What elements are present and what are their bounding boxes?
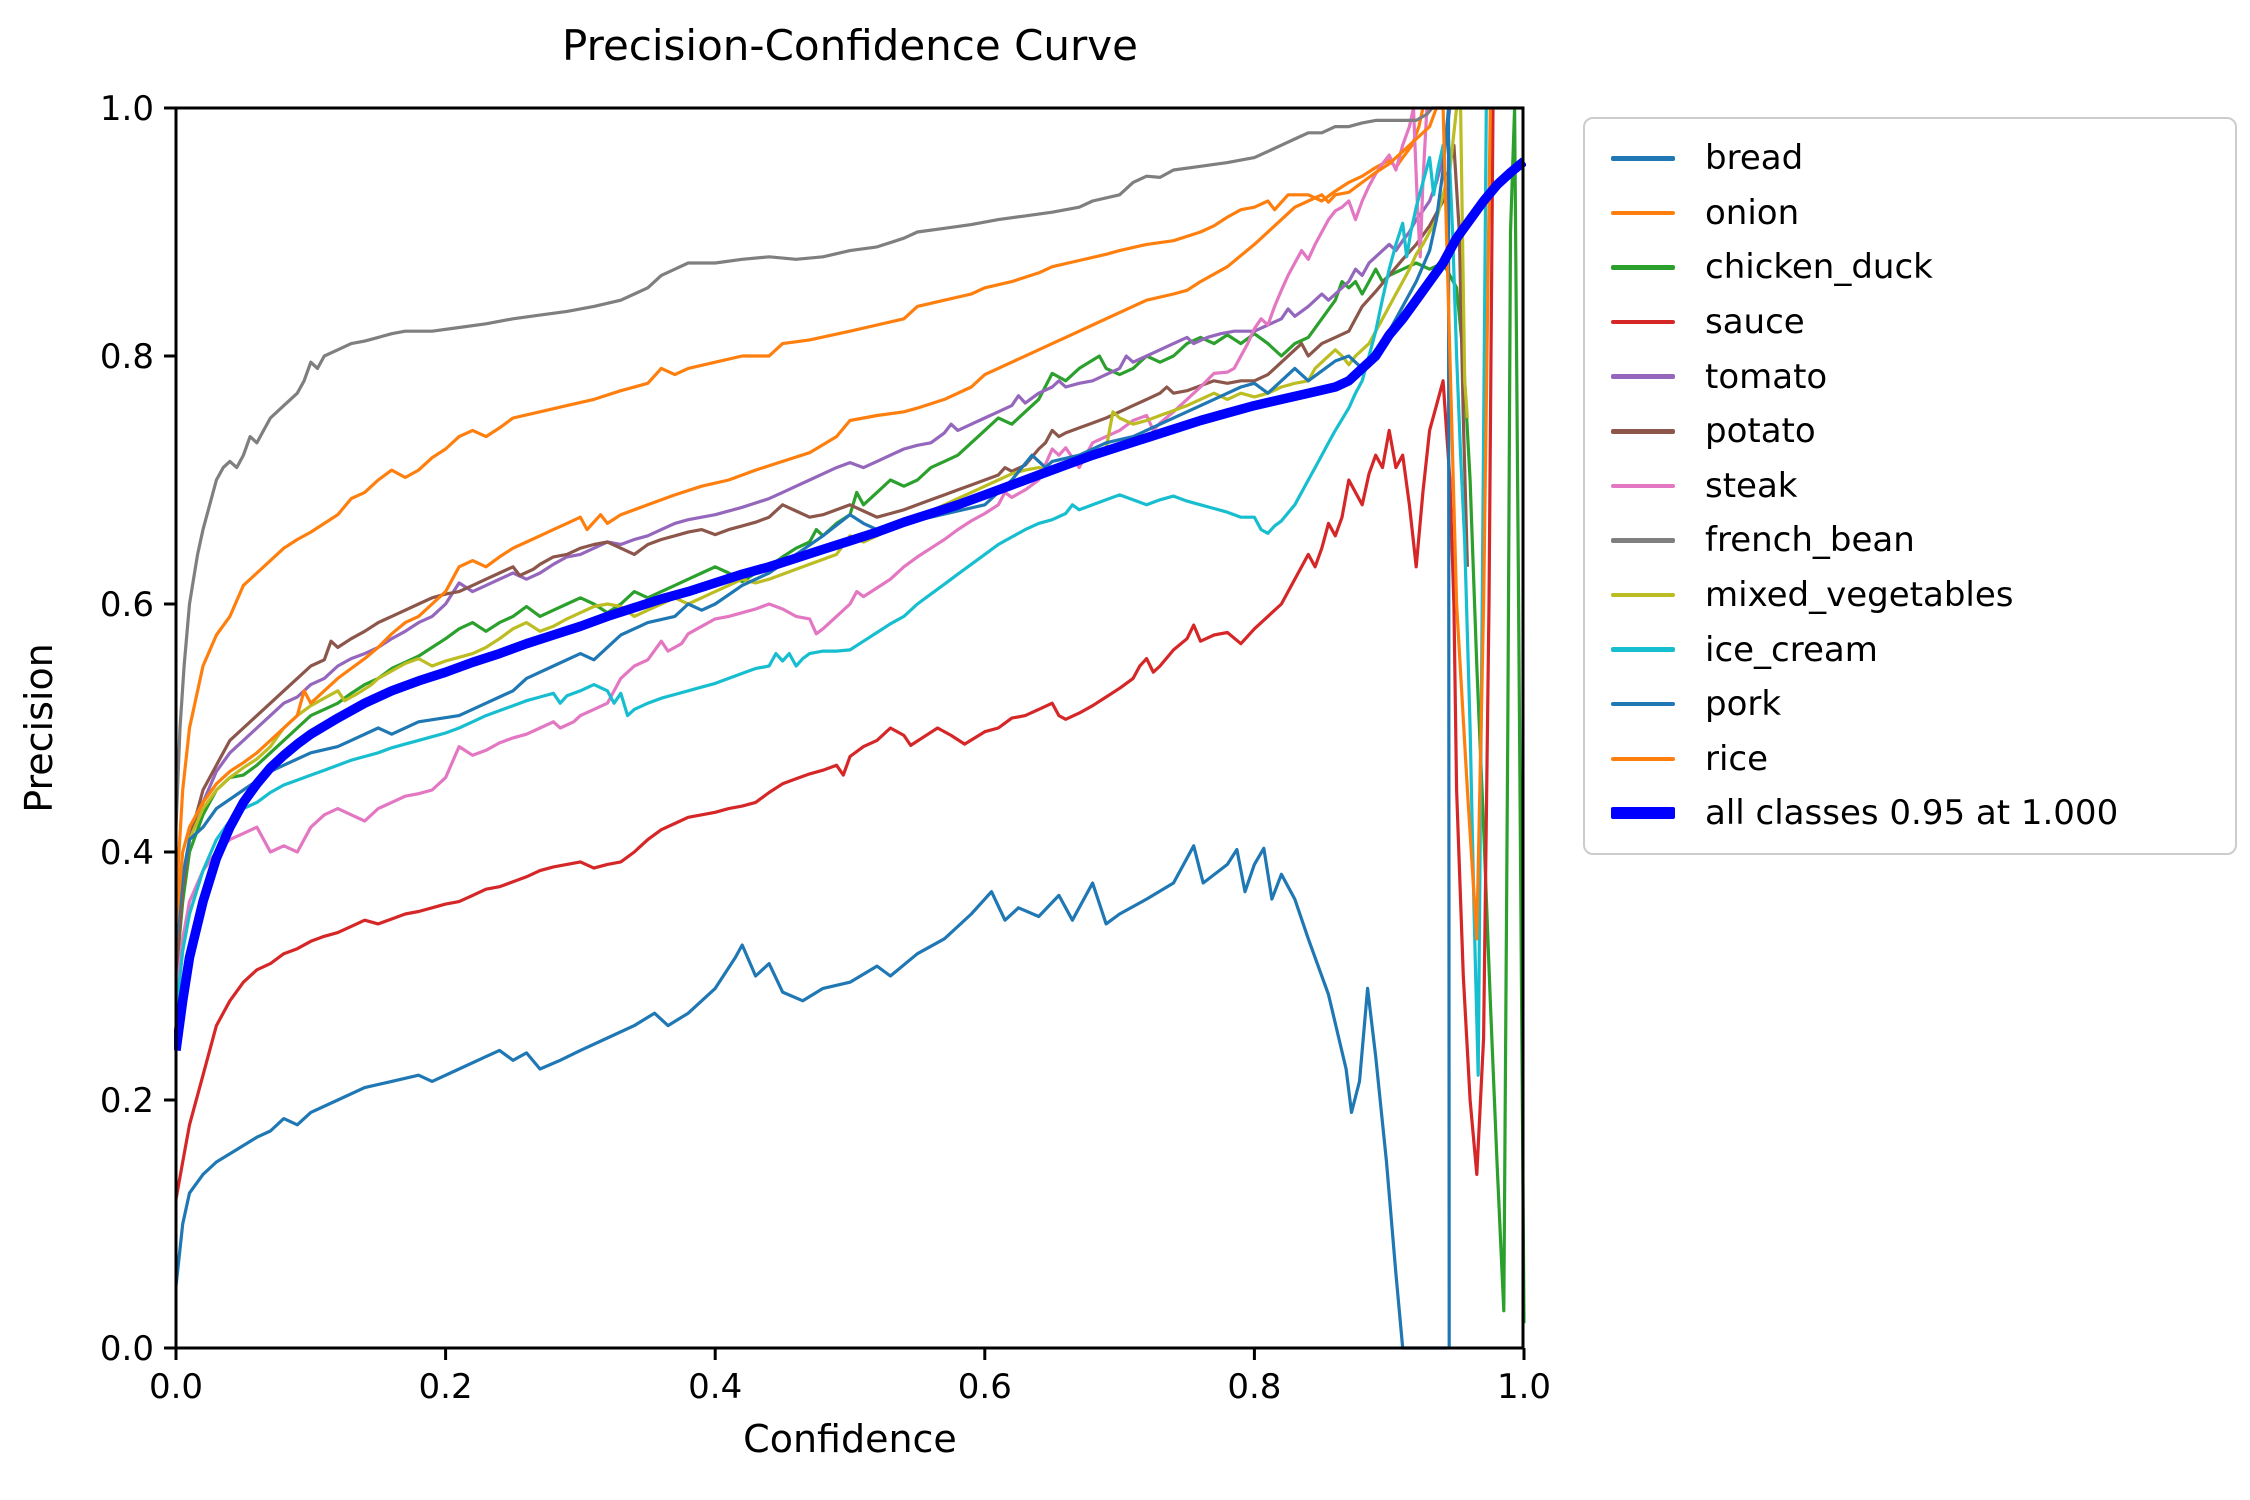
- series-line-chicken-duck: [174, 106, 1526, 1324]
- legend-line-sample: [1611, 756, 1675, 762]
- legend-line-sample: [1611, 807, 1675, 820]
- series-line-sauce: [174, 107, 1495, 1200]
- chart-title: Precision-Confidence Curve: [562, 21, 1138, 70]
- legend-item-chicken-duck: chicken_duck: [1611, 240, 2235, 295]
- series-line-french-bean: [174, 106, 1524, 828]
- legend-line-sample: [1611, 210, 1675, 216]
- y-tick-label: 0.6: [100, 585, 154, 625]
- legend-label: chicken_duck: [1705, 247, 1933, 288]
- legend-item-pork: pork: [1611, 677, 2235, 732]
- legend-label: pork: [1705, 684, 1782, 725]
- legend-item-tomato: tomato: [1611, 349, 2235, 404]
- legend-line-sample: [1611, 592, 1675, 598]
- y-tick-label: 1.0: [100, 89, 154, 129]
- series-line-mixed-vegetables: [174, 106, 1469, 939]
- legend-label: onion: [1705, 192, 1800, 233]
- legend-label: ice_cream: [1705, 629, 1878, 670]
- x-axis-label: Confidence: [743, 1417, 957, 1461]
- series-line-all-classes-0-95-at-1-000: [174, 157, 1526, 1052]
- plot-frame: [174, 106, 1525, 1350]
- legend-item-french-bean: french_bean: [1611, 513, 2235, 568]
- series-line-pork: [174, 106, 1451, 1349]
- y-tick-label: 0.0: [100, 1329, 154, 1369]
- legend-label: sauce: [1705, 302, 1805, 343]
- legend-line-sample: [1611, 156, 1675, 161]
- x-tick-label: 0.8: [1227, 1367, 1281, 1407]
- legend-line-sample: [1611, 429, 1675, 434]
- legend-item-all-classes-0-95-at-1-000: all classes 0.95 at 1.000: [1611, 786, 2235, 841]
- x-tick-label: 0.2: [419, 1367, 473, 1407]
- legend-line-sample: [1611, 265, 1675, 270]
- legend-item-potato: potato: [1611, 404, 2235, 459]
- series-line-onion: [174, 107, 1425, 902]
- legend-label: all classes 0.95 at 1.000: [1705, 793, 2119, 834]
- series-line-rice: [174, 106, 1492, 941]
- legend-line-sample: [1611, 701, 1675, 707]
- series-line-steak: [174, 106, 1429, 1001]
- legend-item-bread: bread: [1611, 131, 2235, 186]
- legend-item-ice-cream: ice_cream: [1611, 622, 2235, 677]
- legend-label: mixed_vegetables: [1705, 575, 2014, 616]
- legend-label: bread: [1705, 138, 1804, 179]
- series-line-bread: [174, 844, 1448, 1350]
- x-tick-label: 0.6: [958, 1367, 1012, 1407]
- legend-item-steak: steak: [1611, 459, 2235, 514]
- legend-item-rice: rice: [1611, 732, 2235, 787]
- y-tick-label: 0.8: [100, 337, 154, 377]
- legend-item-sauce: sauce: [1611, 295, 2235, 350]
- legend-line-sample: [1611, 374, 1675, 379]
- legend-label: french_bean: [1705, 520, 1915, 561]
- legend-line-sample: [1611, 647, 1675, 652]
- legend-item-onion: onion: [1611, 186, 2235, 241]
- y-tick-label: 0.2: [100, 1081, 154, 1121]
- series-line-potato: [174, 143, 1469, 977]
- y-tick-label: 0.4: [100, 833, 154, 873]
- axes-group: 0.0 0.2 0.4 0.6 0.8 1.0 0.0 0.2 0.4 0.6 0.8 1.0: [100, 89, 1551, 1407]
- x-tick-label: 0.0: [149, 1367, 203, 1407]
- x-tick-label: 0.4: [688, 1367, 742, 1407]
- series-line-tomato: [174, 107, 1452, 964]
- legend-item-mixed-vegetables: mixed_vegetables: [1611, 568, 2235, 623]
- legend-label: rice: [1705, 738, 1769, 779]
- series-line-ice-cream: [174, 107, 1488, 1077]
- series-group: [174, 106, 1526, 1350]
- legend-line-sample: [1611, 319, 1675, 325]
- legend-label: potato: [1705, 411, 1816, 452]
- y-axis-label: Precision: [17, 643, 61, 813]
- legend-line-sample: [1611, 538, 1675, 543]
- x-tick-label: 1.0: [1497, 1367, 1551, 1407]
- legend-label: tomato: [1705, 356, 1828, 397]
- legend-line-sample: [1611, 483, 1675, 489]
- legend-label: steak: [1705, 465, 1798, 506]
